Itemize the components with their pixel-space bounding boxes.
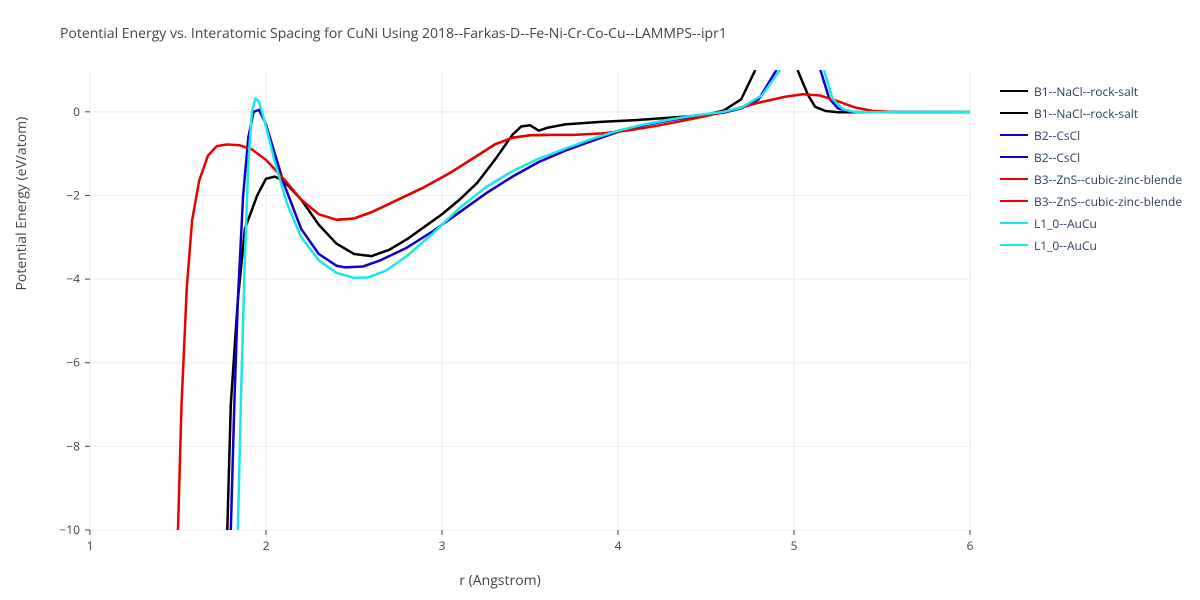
legend-swatch [1000, 244, 1028, 246]
legend-swatch [1000, 90, 1028, 92]
legend-swatch [1000, 178, 1028, 180]
legend-label: B1--NaCl--rock-salt [1034, 105, 1138, 122]
x-axis-label: r (Angstrom) [459, 571, 540, 590]
x-tick-label: 1 [87, 537, 94, 554]
legend-item[interactable]: B2--CsCl [1000, 146, 1182, 168]
legend-label: B2--CsCl [1034, 149, 1080, 166]
legend: B1--NaCl--rock-salt B1--NaCl--rock-salt B2… [1000, 80, 1182, 256]
legend-swatch [1000, 112, 1028, 114]
legend-item[interactable]: B3--ZnS--cubic-zinc-blende [1000, 190, 1182, 212]
legend-item[interactable]: B3--ZnS--cubic-zinc-blende [1000, 168, 1182, 190]
legend-label: L1_0--AuCu [1034, 215, 1097, 232]
chart-container: Potential Energy vs. Interatomic Spacing… [0, 0, 1200, 600]
legend-swatch [1000, 200, 1028, 202]
legend-item[interactable]: B1--NaCl--rock-salt [1000, 80, 1182, 102]
y-tick-label: −8 [66, 437, 80, 454]
legend-label: B3--ZnS--cubic-zinc-blende [1034, 193, 1182, 210]
legend-swatch [1000, 134, 1028, 136]
x-tick-label: 6 [967, 537, 974, 554]
legend-item[interactable]: L1_0--AuCu [1000, 212, 1182, 234]
x-tick-label: 4 [615, 537, 622, 554]
legend-label: B1--NaCl--rock-salt [1034, 83, 1138, 100]
legend-label: B2--CsCl [1034, 127, 1080, 144]
y-tick-label: 0 [73, 103, 80, 120]
x-tick-label: 2 [263, 537, 270, 554]
legend-label: B3--ZnS--cubic-zinc-blende [1034, 171, 1182, 188]
x-tick-label: 5 [791, 537, 798, 554]
y-tick-label: −10 [59, 521, 80, 538]
x-tick-label: 3 [439, 537, 446, 554]
legend-label: L1_0--AuCu [1034, 237, 1097, 254]
legend-item[interactable]: B1--NaCl--rock-salt [1000, 102, 1182, 124]
y-axis-label: Potential Energy (eV/atom) [12, 117, 31, 291]
legend-item[interactable]: B2--CsCl [1000, 124, 1182, 146]
y-tick-label: −4 [66, 270, 80, 287]
y-tick-label: −6 [66, 354, 80, 371]
y-tick-label: −2 [66, 186, 80, 203]
legend-swatch [1000, 222, 1028, 224]
legend-swatch [1000, 156, 1028, 158]
legend-item[interactable]: L1_0--AuCu [1000, 234, 1182, 256]
